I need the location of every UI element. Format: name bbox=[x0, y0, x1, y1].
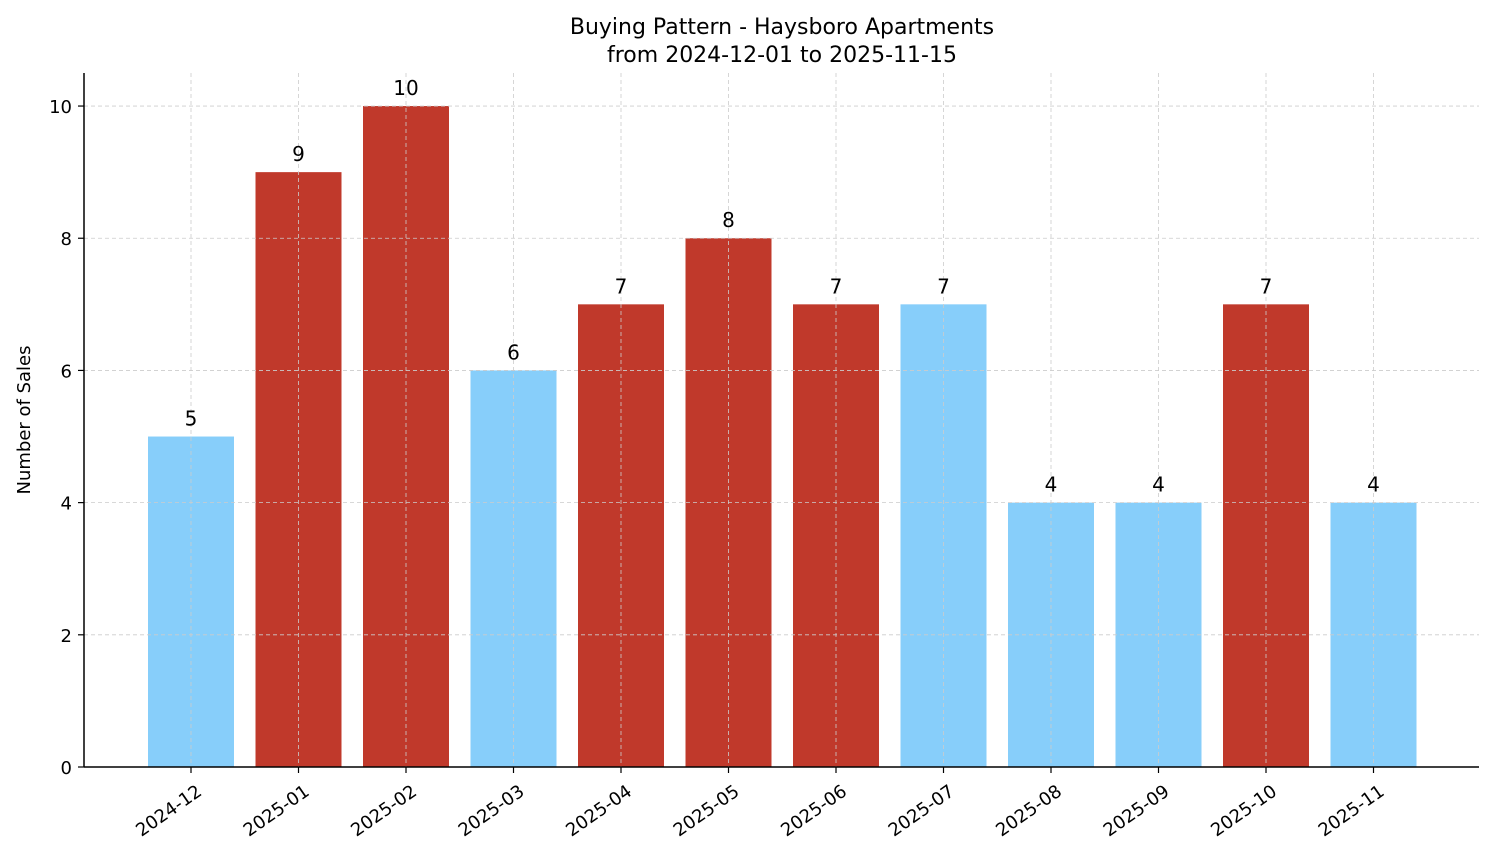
x-tick-label: 2025-08 bbox=[992, 781, 1066, 841]
value-label: 7 bbox=[937, 274, 950, 298]
y-tick-label: 6 bbox=[61, 361, 72, 382]
x-tick-label: 2025-04 bbox=[562, 781, 636, 841]
x-tick-label: 2025-05 bbox=[670, 781, 744, 841]
x-tick-label: 2025-10 bbox=[1207, 781, 1281, 841]
bars bbox=[148, 106, 1417, 768]
value-label: 7 bbox=[615, 274, 628, 298]
chart-subtitle: from 2024-12-01 to 2025-11-15 bbox=[607, 43, 957, 68]
value-label: 4 bbox=[1367, 473, 1380, 497]
x-tick-label: 2025-07 bbox=[885, 781, 959, 841]
y-axis-label: Number of Sales bbox=[14, 345, 35, 494]
x-tick-label: 2025-06 bbox=[777, 781, 851, 841]
y-tick-label: 2 bbox=[61, 626, 72, 647]
y-tick-label: 10 bbox=[49, 97, 72, 118]
y-tick-label: 4 bbox=[61, 494, 72, 515]
value-label: 4 bbox=[1152, 473, 1165, 497]
bar bbox=[470, 370, 557, 767]
value-label: 4 bbox=[1045, 473, 1058, 497]
x-tick-label: 2025-03 bbox=[455, 781, 529, 841]
value-labels: 5 9 10 6 7 8 7 7 4 4 7 4 bbox=[185, 76, 1380, 497]
value-label: 5 bbox=[185, 407, 198, 431]
value-label: 9 bbox=[292, 142, 305, 166]
y-tick-label: 8 bbox=[61, 229, 72, 250]
grid-overlay bbox=[84, 73, 1479, 767]
value-label: 10 bbox=[393, 76, 418, 100]
x-tick-label: 2025-02 bbox=[347, 781, 421, 841]
value-label: 8 bbox=[722, 208, 735, 232]
x-tick-label: 2025-11 bbox=[1315, 781, 1389, 841]
value-label: 7 bbox=[1260, 274, 1273, 298]
chart-title: Buying Pattern - Haysboro Apartments bbox=[570, 15, 994, 40]
x-tick-label: 2025-01 bbox=[240, 781, 314, 841]
value-label: 7 bbox=[830, 274, 843, 298]
x-tick-label: 2024-12 bbox=[132, 781, 206, 841]
value-label: 6 bbox=[507, 340, 520, 364]
y-tick-label: 0 bbox=[61, 758, 72, 779]
x-tick-label: 2025-09 bbox=[1100, 781, 1174, 841]
bar bbox=[363, 106, 449, 768]
